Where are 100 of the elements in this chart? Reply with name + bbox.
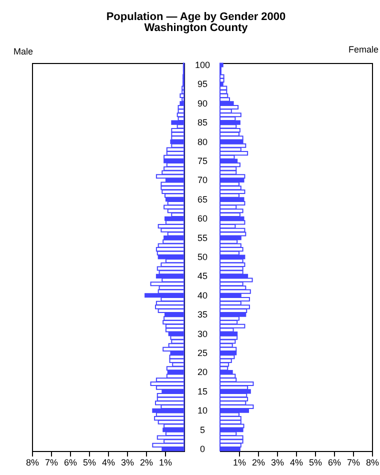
x-tick-label: 5% xyxy=(308,458,322,468)
bar xyxy=(220,62,224,68)
bar xyxy=(171,136,184,140)
bar xyxy=(220,358,232,363)
bar xyxy=(158,224,184,229)
bar xyxy=(158,254,184,260)
y-tick-label: 50 xyxy=(197,252,208,262)
x-axis-title: Female xyxy=(348,44,379,54)
y-tick-label: 35 xyxy=(197,310,208,320)
bar xyxy=(220,446,240,452)
bar xyxy=(158,308,184,314)
bar xyxy=(220,389,251,394)
y-tick-label: 40 xyxy=(197,290,208,300)
bar xyxy=(220,112,242,118)
x-tick-label: 1% xyxy=(232,458,246,468)
bar xyxy=(160,262,184,267)
x-axis-title: Male xyxy=(13,46,34,57)
bar xyxy=(165,328,184,332)
bar xyxy=(164,158,184,164)
x-tick-label: 7% xyxy=(44,458,58,468)
bar xyxy=(160,186,184,190)
x-tick-label: 6% xyxy=(328,458,342,468)
x-tick-label: 2% xyxy=(252,458,266,468)
y-tick-label: 20 xyxy=(197,367,208,378)
bar xyxy=(156,274,184,278)
bar xyxy=(220,200,246,206)
x-tick-label: 3% xyxy=(270,458,284,468)
y-tick-label: 70 xyxy=(197,175,208,186)
y-tick-label: 95 xyxy=(197,79,208,90)
x-tick-label: 4% xyxy=(102,458,116,468)
x-tick-label: 6% xyxy=(64,458,78,468)
x-tick-label: 4% xyxy=(290,458,304,468)
y-tick-label: 85 xyxy=(197,118,208,128)
bar xyxy=(220,140,244,144)
bar xyxy=(150,381,184,386)
x-tick-label: 7% xyxy=(346,458,360,468)
bar xyxy=(220,258,244,264)
bar xyxy=(220,74,224,79)
bar xyxy=(220,424,244,428)
bar xyxy=(220,442,242,448)
bar xyxy=(220,243,242,248)
x-tick-label: 5% xyxy=(82,458,96,468)
chart-title: Population — Age by Gender 2000 xyxy=(106,10,286,23)
y-tick-label: 15 xyxy=(197,386,208,396)
bar xyxy=(167,208,184,214)
bar xyxy=(176,112,184,118)
y-tick-label: 30 xyxy=(197,328,208,339)
bar xyxy=(220,189,246,194)
bar xyxy=(220,428,244,432)
bar xyxy=(166,366,184,371)
bar xyxy=(220,136,244,140)
y-tick-label: 80 xyxy=(197,136,208,147)
bar xyxy=(152,442,184,448)
bar xyxy=(220,354,235,360)
y-tick-label: 100 xyxy=(194,60,210,70)
bar xyxy=(169,358,184,363)
bar xyxy=(171,339,184,344)
bar xyxy=(220,370,233,374)
bar xyxy=(220,186,242,190)
x-tick-label: 2% xyxy=(140,458,154,468)
chart-subtitle: Washington County xyxy=(144,22,249,34)
bar xyxy=(220,404,254,410)
bar xyxy=(220,304,250,310)
x-tick-label: 3% xyxy=(120,458,134,468)
y-tick-label: 10 xyxy=(197,406,208,416)
x-tick-label: 8% xyxy=(26,458,40,468)
x-tick-label: 8% xyxy=(366,458,380,468)
bar xyxy=(150,282,184,286)
y-tick-label: 45 xyxy=(197,271,208,282)
bar xyxy=(155,400,184,406)
bar xyxy=(220,343,233,348)
bar xyxy=(220,151,248,156)
y-tick-label: 25 xyxy=(197,348,208,358)
bar xyxy=(220,439,244,444)
bar xyxy=(180,93,184,98)
bar xyxy=(171,128,184,133)
bar xyxy=(155,304,184,310)
bar xyxy=(220,339,236,344)
bar xyxy=(220,208,244,214)
y-tick-label: 60 xyxy=(197,214,208,224)
bar xyxy=(220,128,240,133)
x-tick-label: 1% xyxy=(158,458,172,468)
bar xyxy=(220,416,242,421)
bar xyxy=(220,254,246,260)
bar xyxy=(162,320,184,325)
bar xyxy=(220,381,254,386)
bar xyxy=(156,174,184,179)
bar xyxy=(144,293,184,298)
y-tick-label: 75 xyxy=(197,156,208,166)
y-tick-label: 55 xyxy=(197,232,208,243)
bar xyxy=(220,178,244,182)
y-tick-label: 65 xyxy=(197,194,208,204)
bar xyxy=(220,104,239,110)
bar xyxy=(154,416,184,421)
y-tick-label: 90 xyxy=(197,98,208,108)
bar xyxy=(162,346,184,352)
bar xyxy=(170,140,184,144)
bar xyxy=(220,220,246,225)
bar xyxy=(165,197,184,202)
bar xyxy=(220,78,224,83)
